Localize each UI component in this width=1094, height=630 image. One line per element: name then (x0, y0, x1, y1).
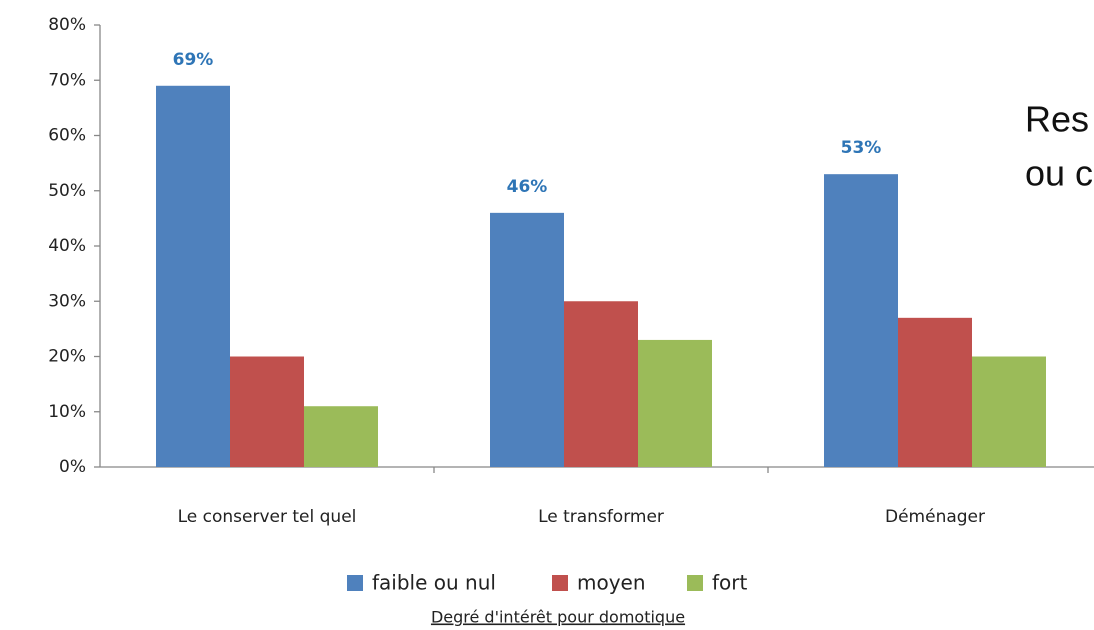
annotation: Res (1025, 99, 1089, 140)
y-tick-label: 80% (48, 15, 86, 35)
y-tick-label: 50% (48, 181, 86, 201)
bar (564, 301, 638, 467)
bar (304, 406, 378, 467)
value-label: 53% (841, 138, 882, 158)
y-tick-label: 20% (48, 347, 86, 367)
x-tick-label: Le transformer (538, 507, 664, 527)
bar (230, 356, 304, 467)
bar (972, 356, 1046, 467)
bar (824, 174, 898, 468)
y-tick-label: 10% (48, 402, 86, 422)
y-tick-label: 30% (48, 291, 86, 311)
y-tick-label: 40% (48, 236, 86, 256)
bar (156, 85, 230, 468)
y-tick-label: 70% (48, 70, 86, 90)
legend-label: faible ou nul (372, 571, 496, 595)
x-tick-label: Le conserver tel quel (178, 507, 357, 527)
x-axis-title: Degré d'intérêt pour domotique (431, 608, 685, 627)
bar (490, 212, 564, 467)
y-tick-label: 60% (48, 126, 86, 146)
legend-label: moyen (577, 571, 646, 595)
legend-label: fort (712, 571, 748, 595)
legend-swatch (552, 575, 568, 591)
value-label: 46% (507, 177, 548, 197)
annotation: ou c (1025, 153, 1093, 194)
value-label: 69% (173, 50, 214, 70)
legend-swatch (687, 575, 703, 591)
y-tick-label: 0% (59, 457, 86, 477)
bar (898, 317, 972, 467)
legend-swatch (347, 575, 363, 591)
x-tick-label: Déménager (885, 507, 985, 527)
bar (638, 339, 712, 467)
